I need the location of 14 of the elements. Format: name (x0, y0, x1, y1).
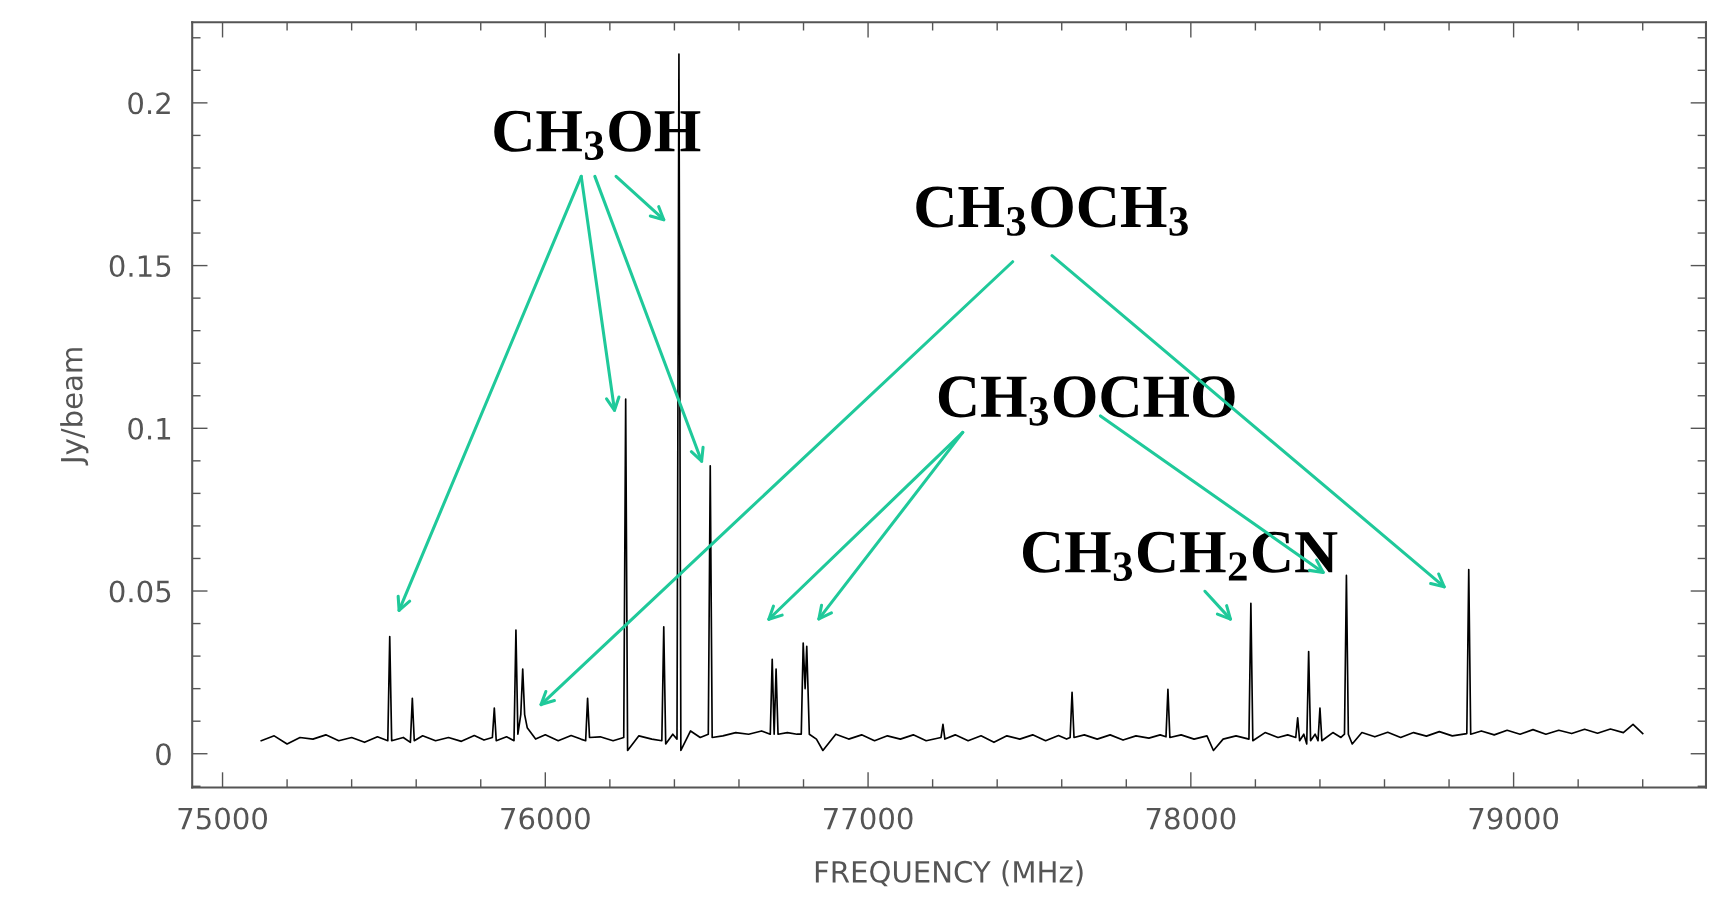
y-axis-title: Jy/beam (60, 348, 89, 466)
x-axis-title: FREQUENCY (MHz) (815, 860, 1083, 887)
y-tick-label: 0.15 (109, 255, 171, 278)
annotation: CH$_{3}$OCH$_{3}$ (916, 186, 1188, 236)
line-series (260, 53, 1644, 752)
x-tick-label: 76000 (501, 807, 590, 830)
y-tick-label: 0.2 (128, 92, 170, 115)
y-tick-label: 0.05 (109, 580, 171, 603)
x-tick-label: 78000 (1146, 807, 1236, 830)
x-tick-label: 75000 (178, 807, 267, 830)
x-tick-label: 79000 (1469, 807, 1559, 830)
y-tick-label: 0.1 (128, 417, 171, 440)
y-tick-label: 0 (156, 743, 171, 766)
x-tick-label: 77000 (824, 807, 913, 830)
